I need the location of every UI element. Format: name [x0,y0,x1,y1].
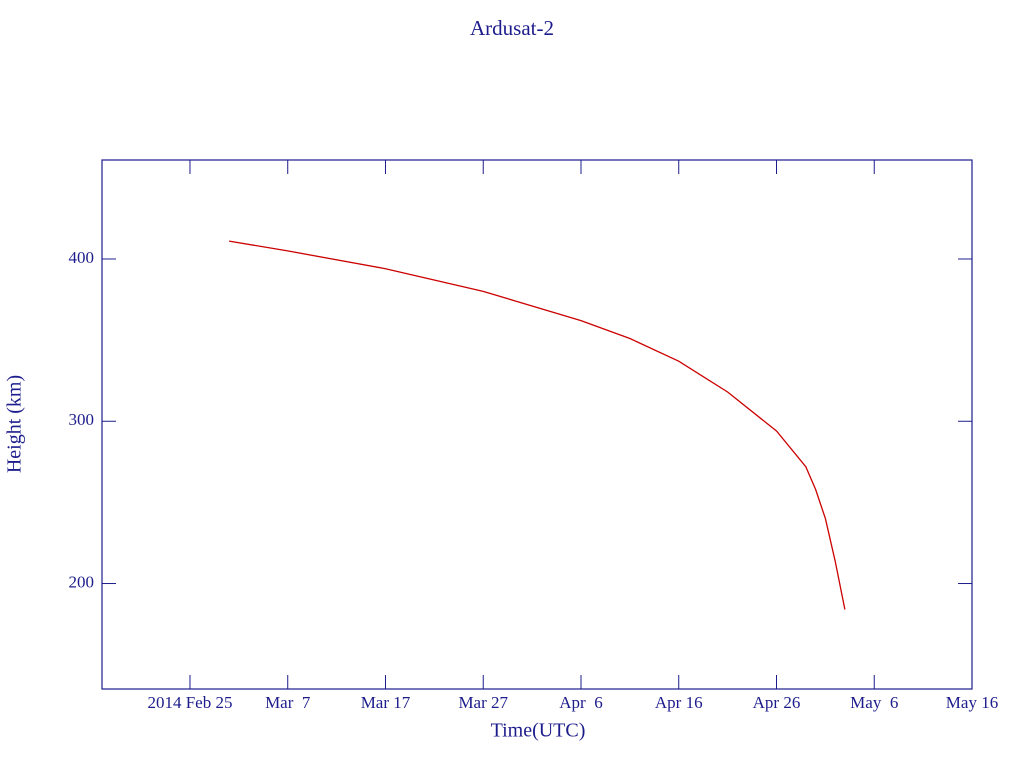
x-tick-label: Apr 26 [753,693,801,712]
y-axis-label: Height (km) [4,375,26,473]
y-tick-label: 200 [69,572,95,591]
y-tick-label: 300 [69,410,95,429]
x-tick-label: May 16 [946,693,998,712]
x-tick-label: May 6 [850,693,898,712]
x-tick-label: Mar 27 [458,693,508,712]
x-tick-label: Mar 7 [265,693,311,712]
x-axis-label: Time(UTC) [491,720,586,742]
x-tick-label: 2014 Feb 25 [147,693,232,712]
data-line [228,240,846,610]
x-tick-label: Mar 17 [361,693,411,712]
x-tick-label: Apr 6 [559,693,602,712]
plot-frame [101,159,973,690]
chart-title: Ardusat-2 [470,16,554,40]
y-tick-label: 400 [69,248,95,267]
x-tick-label: Apr 16 [655,693,703,712]
